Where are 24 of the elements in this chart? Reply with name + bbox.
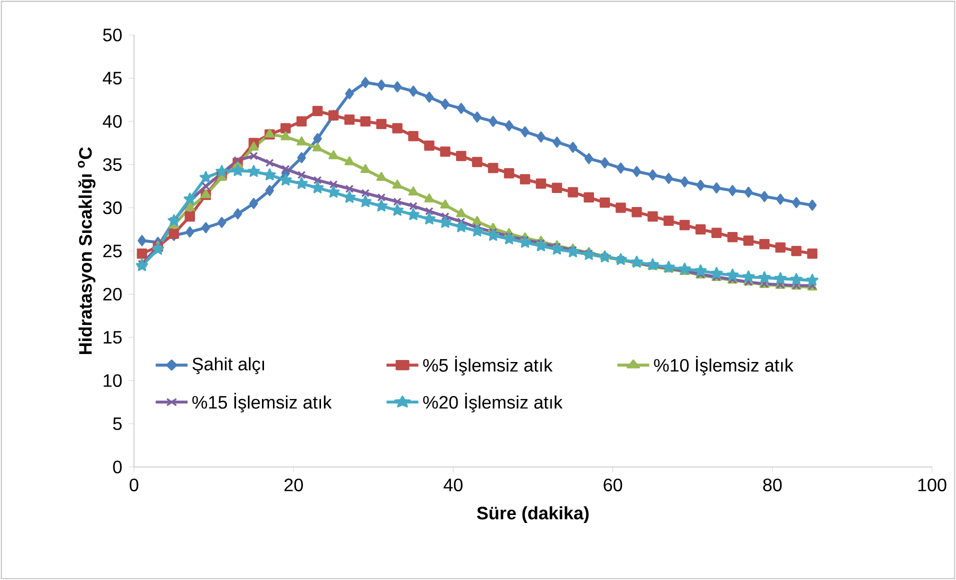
y-tick-label: 15 <box>104 331 122 344</box>
y-tick-label: 0 <box>113 460 122 474</box>
x-axis-title: Süre (dakika) <box>477 506 589 524</box>
y-tick-label: 40 <box>102 115 122 128</box>
y-tick-label: 20 <box>103 288 122 301</box>
x-tick-label: 20 <box>284 478 303 492</box>
x-tick-label: 100 <box>918 478 946 492</box>
y-axis-title: Hidratasyon Sıcaklığı $^{o}$C <box>78 147 96 354</box>
x-tick-label: 80 <box>763 478 782 492</box>
x-tick-label: 40 <box>444 478 463 492</box>
legend-label: %20 İşlemsiz atık <box>423 392 563 412</box>
legend-label: %10 İşlemsiz atık <box>654 356 794 376</box>
x-tick-label: 0 <box>130 478 138 492</box>
legend-label: %15 İşlemsiz atık <box>192 392 332 412</box>
y-tick-label: 5 <box>113 418 122 430</box>
legend-label: %5 İşlemsiz atık <box>423 356 553 376</box>
legend-label: Şahit alçı <box>192 357 264 374</box>
y-tick-label: 30 <box>103 201 122 214</box>
y-tick-label: 10 <box>104 374 122 387</box>
y-tick-label: 25 <box>103 244 122 258</box>
y-tick-label: 35 <box>103 158 122 171</box>
x-tick-label: 60 <box>604 478 622 492</box>
y-tick-label: 45 <box>102 72 122 84</box>
y-tick-label: 50 <box>103 28 122 42</box>
